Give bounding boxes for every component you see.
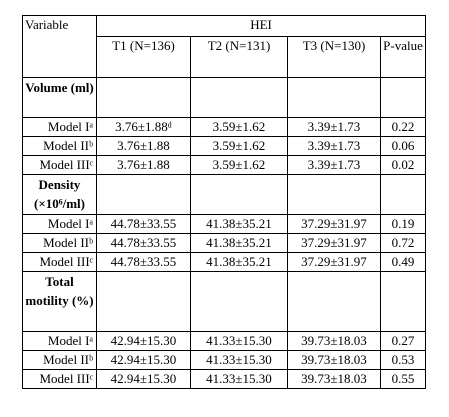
table-row: Model IIᵇ 3.76±1.88 3.59±1.62 3.39±1.73 0.06 <box>22 136 427 156</box>
empty-cell <box>190 77 288 118</box>
value-cell: 3.76±1.88 <box>96 136 191 156</box>
value-cell: 44.78±33.55 <box>96 233 191 253</box>
section-title: Volume (ml) <box>22 77 97 118</box>
empty-cell <box>190 174 288 215</box>
value-cell: 37.29±31.97 <box>287 252 381 272</box>
column-header: P-value <box>379 36 427 78</box>
empty-cell <box>379 77 427 118</box>
row-label: Model IIᵇ <box>22 233 97 253</box>
column-header: T1 (N=136) <box>96 36 191 78</box>
header-variable: Variable <box>22 15 97 78</box>
value-cell: 0.49 <box>379 252 427 272</box>
empty-cell <box>96 77 191 118</box>
table-row: Model Iᵃ 3.76±1.88ᵈ 3.59±1.62 3.39±1.73 0.22 <box>22 117 427 137</box>
value-cell: 3.76±1.88 <box>96 155 191 175</box>
row-label: Model IIᵇ <box>22 350 97 370</box>
row-label: Model IIIᶜ <box>22 369 97 389</box>
table-row: Variable HEI <box>22 15 427 78</box>
row-label: Model IIIᶜ <box>22 252 97 272</box>
value-cell: 41.33±15.30 <box>190 350 288 370</box>
value-cell: 0.02 <box>379 155 427 175</box>
value-cell: 0.55 <box>379 369 427 389</box>
value-cell: 0.27 <box>379 331 427 351</box>
value-cell: 42.94±15.30 <box>96 350 191 370</box>
table-row: Model IIᵇ 44.78±33.55 41.38±35.21 37.29±31.… <box>22 233 427 253</box>
value-cell: 0.06 <box>379 136 427 156</box>
value-cell: 0.53 <box>379 350 427 370</box>
empty-cell <box>190 271 288 332</box>
value-cell: 0.22 <box>379 117 427 137</box>
value-cell: 44.78±33.55 <box>96 214 191 234</box>
value-cell: 42.94±15.30 <box>96 369 191 389</box>
value-cell: 39.73±18.03 <box>287 331 381 351</box>
value-cell: 0.19 <box>379 214 427 234</box>
value-cell: 39.73±18.03 <box>287 350 381 370</box>
table-row: Model Iᵃ 42.94±15.30 41.33±15.30 39.73±18.0… <box>22 331 427 351</box>
value-cell: 37.29±31.97 <box>287 233 381 253</box>
empty-cell <box>287 174 381 215</box>
value-cell: 41.38±35.21 <box>190 252 288 272</box>
table-row: Density (×10⁶/ml) <box>22 174 427 215</box>
value-cell: 39.73±18.03 <box>287 369 381 389</box>
value-cell: 3.39±1.73 <box>287 117 381 137</box>
row-label: Model IIᵇ <box>22 136 97 156</box>
empty-cell <box>96 174 191 215</box>
table-body: Variable HEI T1 (N=136) T2 (N=131) T3 (N=130… <box>22 15 427 389</box>
row-label: Model IIIᶜ <box>22 155 97 175</box>
value-cell: 3.39±1.73 <box>287 136 381 156</box>
value-cell: 3.39±1.73 <box>287 155 381 175</box>
empty-cell <box>287 271 381 332</box>
empty-cell <box>287 77 381 118</box>
empty-cell <box>379 271 427 332</box>
header-group: HEI <box>95 15 427 37</box>
value-cell: 41.33±15.30 <box>190 369 288 389</box>
table-row: Model IIIᶜ 44.78±33.55 41.38±35.21 37.29±31… <box>22 252 427 272</box>
empty-cell <box>379 174 427 215</box>
value-cell: 3.59±1.62 <box>190 136 288 156</box>
value-cell: 37.29±31.97 <box>287 214 381 234</box>
section-title: Total motility (%) <box>22 271 97 332</box>
empty-cell <box>96 271 191 332</box>
row-label: Model Iᵃ <box>22 214 97 234</box>
value-cell: 41.33±15.30 <box>190 331 288 351</box>
value-cell: 41.38±35.21 <box>190 214 288 234</box>
value-cell: 0.72 <box>379 233 427 253</box>
value-cell: 41.38±35.21 <box>190 233 288 253</box>
value-cell: 3.59±1.62 <box>190 117 288 137</box>
value-cell: 44.78±33.55 <box>96 252 191 272</box>
column-header: T3 (N=130) <box>287 36 381 78</box>
value-cell: 3.59±1.62 <box>190 155 288 175</box>
table-row: Model IIᵇ 42.94±15.30 41.33±15.30 39.73±18.… <box>22 350 427 370</box>
column-header: T2 (N=131) <box>190 36 288 78</box>
table-row: Total motility (%) <box>22 271 427 332</box>
section-title: Density (×10⁶/ml) <box>22 174 97 215</box>
row-label: Model Iᵃ <box>22 117 97 137</box>
row-label: Model Iᵃ <box>22 331 97 351</box>
table-row: Volume (ml) <box>22 77 427 118</box>
data-table: Variable HEI T1 (N=136) T2 (N=131) T3 (N=130… <box>22 15 427 389</box>
value-cell: 42.94±15.30 <box>96 331 191 351</box>
table-row: T1 (N=136) T2 (N=131) T3 (N=130) P-value <box>23 36 427 78</box>
table-row: Model IIIᶜ 3.76±1.88 3.59±1.62 3.39±1.73 0.0… <box>22 155 427 175</box>
table-row: Model Iᵃ 44.78±33.55 41.38±35.21 37.29±31.9… <box>22 214 427 234</box>
table-row: Model IIIᶜ 42.94±15.30 41.33±15.30 39.73±18… <box>22 369 427 389</box>
value-cell: 3.76±1.88ᵈ <box>96 117 191 137</box>
